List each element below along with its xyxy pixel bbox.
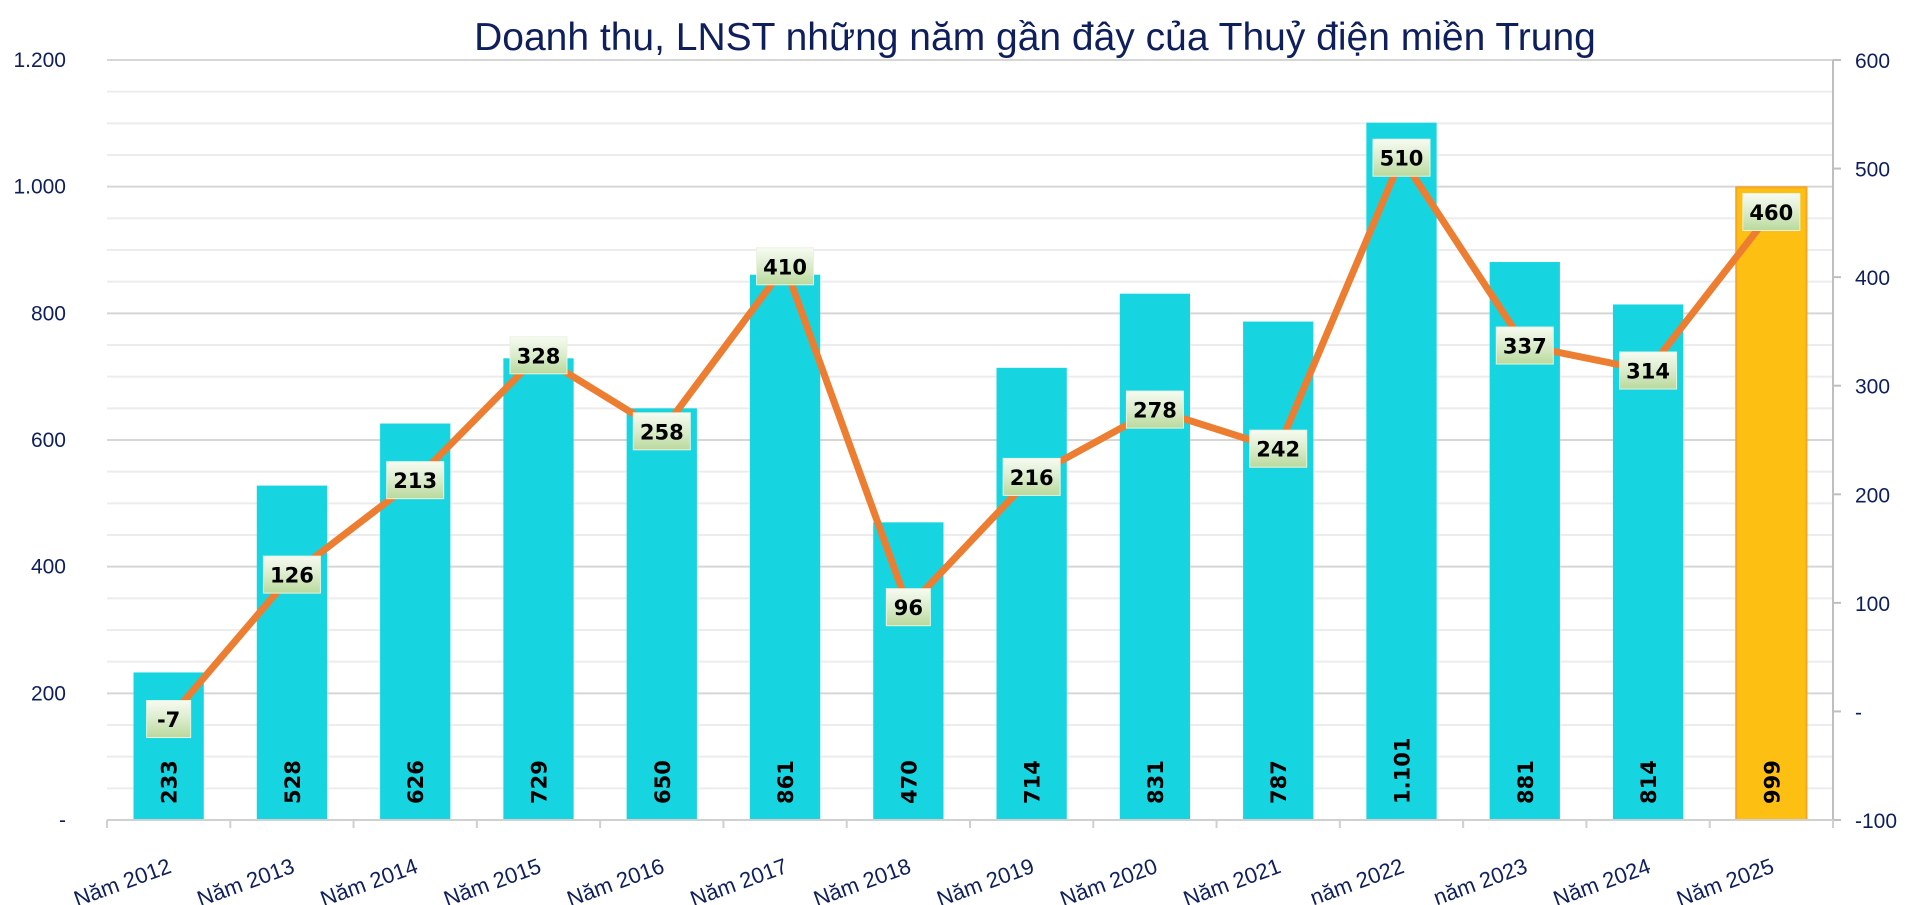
bar-value-label: 729 (528, 760, 552, 804)
line-label-box (509, 336, 568, 375)
bar (1612, 304, 1684, 820)
line-label-box (1002, 457, 1061, 496)
gridlines (107, 59, 1833, 790)
profit-line (165, 154, 1775, 722)
bar-value-label: 1.101 (1391, 738, 1415, 804)
line-value-label: 410 (763, 255, 807, 279)
left-axis-tick-label: 600 (31, 429, 66, 452)
data-labels: 233 528 626 729 650 861 470 714 831 787 1.101 881 81… (146, 138, 1801, 804)
line-value-label: 96 (894, 596, 923, 620)
line-value-label: 216 (1010, 466, 1054, 490)
line-series (165, 154, 1775, 722)
right-axis-tick-label: 100 (1855, 593, 1890, 616)
right-axis-tick-label: -100 (1855, 810, 1897, 833)
line-label-box (386, 461, 445, 500)
bar-value-label: 831 (1144, 760, 1168, 804)
x-axis-label: Năm 2014 (317, 853, 421, 905)
bar (626, 408, 697, 820)
line-value-label: 258 (640, 420, 684, 444)
line-value-label: 126 (270, 564, 314, 588)
line-label-box (1495, 326, 1554, 365)
x-axis-label: Năm 2018 (810, 853, 914, 905)
bar (749, 274, 821, 820)
line-value-label: 314 (1626, 360, 1670, 384)
bar (873, 522, 944, 820)
bar-value-label: 470 (897, 760, 921, 804)
bar (1366, 122, 1437, 820)
x-axis-label: Năm 2019 (933, 853, 1037, 905)
line-label-box (1742, 193, 1801, 231)
right-axis-tick-label: 300 (1855, 376, 1890, 399)
line-value-label: 460 (1749, 201, 1793, 225)
bar-value-label: 999 (1760, 760, 1784, 804)
x-axis-label: Năm 2012 (70, 853, 174, 905)
left-axis-tick-label: 200 (31, 682, 66, 705)
bar-series (133, 122, 1808, 822)
bar (256, 485, 328, 820)
left-axis-tick-label: 800 (31, 302, 66, 325)
bar (1119, 293, 1191, 820)
x-axis-label: Năm 2016 (564, 853, 668, 905)
line-value-label: 328 (517, 344, 561, 368)
left-axis-tick-label: 1.000 (13, 176, 66, 199)
line-label-box (632, 412, 691, 451)
bar (503, 358, 574, 820)
line-label-box (146, 700, 192, 739)
right-axis-tick-label: 200 (1855, 484, 1890, 507)
line-label-box (885, 588, 931, 627)
line-label-box (1619, 351, 1678, 390)
bar-value-label: 626 (404, 760, 428, 804)
line-value-label: 337 (1503, 335, 1547, 359)
chart-title: Doanh thu, LNST những năm gần đây của Th… (474, 16, 1596, 59)
x-axis-label: Năm 2017 (687, 853, 791, 905)
line-value-label: 510 (1380, 147, 1424, 171)
x-axis-label: Năm 2015 (440, 853, 544, 905)
left-axis-tick-label: - (59, 809, 66, 832)
bar (133, 672, 204, 820)
bar-value-label: 814 (1637, 760, 1661, 804)
x-axis-label: Năm 2025 (1673, 853, 1777, 905)
line-label-box (262, 555, 321, 594)
bar (1243, 321, 1314, 820)
line-value-label: 213 (393, 469, 437, 493)
line-label-box (1372, 138, 1431, 177)
line-value-label: -7 (157, 708, 180, 732)
bar-value-label: 881 (1514, 760, 1538, 804)
line-label-box (1125, 390, 1184, 429)
x-axis-label: năm 2023 (1430, 853, 1531, 905)
bar-value-label: 528 (281, 760, 305, 804)
bar-value-label: 787 (1267, 760, 1291, 804)
right-axis-tick-label: 400 (1855, 267, 1890, 290)
x-axis-label: Năm 2024 (1550, 853, 1654, 905)
bar (996, 367, 1067, 820)
x-axis-label: năm 2022 (1307, 853, 1408, 905)
bar-value-label: 233 (158, 760, 182, 804)
bar-value-label: 650 (651, 760, 675, 804)
right-axis-tick-label: - (1855, 701, 1862, 724)
x-axis-label: Năm 2021 (1180, 853, 1284, 905)
right-axis-tick-label: 500 (1855, 159, 1890, 182)
line-label-box (756, 247, 815, 286)
x-axis-label: Năm 2013 (194, 853, 298, 905)
line-value-label: 278 (1133, 399, 1177, 423)
x-axis-label: Năm 2020 (1057, 853, 1161, 905)
left-axis-tick-label: 400 (31, 556, 66, 579)
bar-value-label: 714 (1021, 760, 1045, 804)
line-label-box (1249, 429, 1308, 468)
left-axis-tick-label: 1.200 (13, 49, 66, 72)
right-axis-tick-label: 600 (1855, 50, 1890, 73)
line-value-label: 242 (1256, 438, 1300, 462)
bar (1735, 186, 1808, 822)
bar-value-label: 861 (774, 760, 798, 804)
